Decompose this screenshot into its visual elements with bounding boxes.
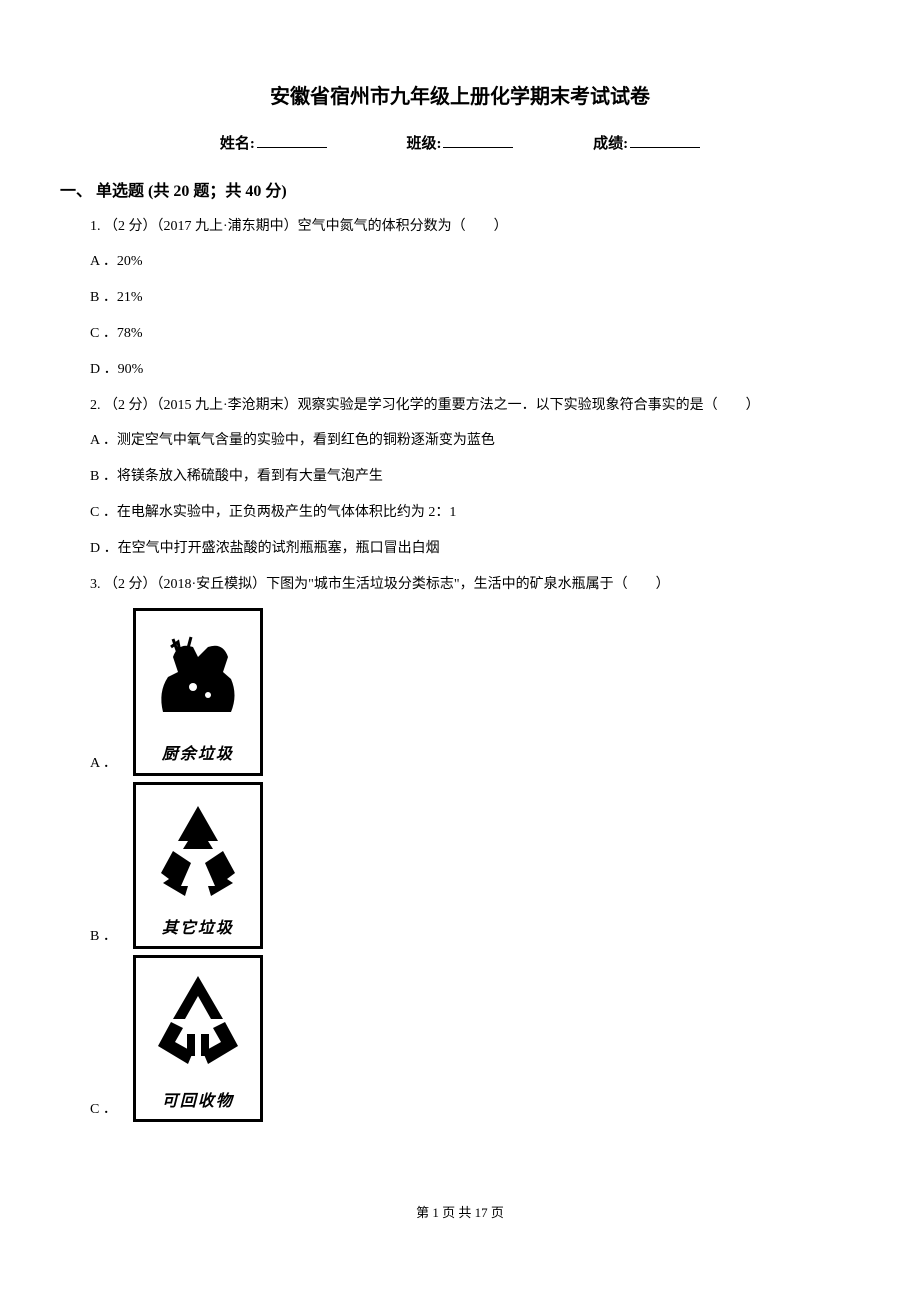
q3-option-b-letter: B ． <box>90 925 117 949</box>
q2-option-d: D ．在空气中打开盛浓盐酸的试剂瓶瓶塞，瓶口冒出白烟 <box>90 537 860 561</box>
q1-option-c: C ．78% <box>90 322 860 346</box>
name-underline <box>257 147 327 148</box>
name-field: 姓名: <box>220 132 327 158</box>
question-3: 3. （2 分）（2018·安丘模拟）下图为"城市生活垃圾分类标志"，生活中的矿… <box>90 573 860 597</box>
kitchen-waste-label: 厨余垃圾 <box>162 741 234 768</box>
grade-underline <box>630 147 700 148</box>
class-field: 班级: <box>406 132 513 158</box>
q3-option-c: C ． 可回收物 <box>90 955 860 1122</box>
page-footer: 第 1 页 共 17 页 <box>60 1202 860 1224</box>
recyclable-label: 可回收物 <box>162 1088 234 1115</box>
class-underline <box>443 147 513 148</box>
recyclable-icon <box>143 964 253 1084</box>
q3-option-a: A ． 厨余垃圾 <box>90 608 860 775</box>
kitchen-waste-box: 厨余垃圾 <box>133 608 263 775</box>
section-header: 一、 单选题 (共 20 题；共 40 分) <box>60 178 860 205</box>
grade-field: 成绩: <box>593 132 700 158</box>
name-label: 姓名: <box>220 132 255 158</box>
kitchen-waste-icon <box>143 617 253 737</box>
q3-option-b: B ． 其它垃圾 <box>90 782 860 949</box>
question-2: 2. （2 分）（2015 九上·李沧期末）观察实验是学习化学的重要方法之一．以… <box>90 394 860 418</box>
q2-option-b: B ．将镁条放入稀硫酸中，看到有大量气泡产生 <box>90 465 860 489</box>
grade-label: 成绩: <box>593 132 628 158</box>
class-label: 班级: <box>406 132 441 158</box>
question-1: 1. （2 分）（2017 九上·浦东期中）空气中氮气的体积分数为（ ） <box>90 215 860 239</box>
q1-option-a: A ．20% <box>90 250 860 274</box>
other-waste-icon <box>143 791 253 911</box>
q1-option-b: B ．21% <box>90 286 860 310</box>
student-info-row: 姓名: 班级: 成绩: <box>60 132 860 158</box>
other-waste-label: 其它垃圾 <box>162 915 234 942</box>
recyclable-box: 可回收物 <box>133 955 263 1122</box>
q3-option-a-letter: A ． <box>90 752 117 776</box>
q2-option-c: C ．在电解水实验中，正负两极产生的气体体积比约为 2：1 <box>90 501 860 525</box>
other-waste-box: 其它垃圾 <box>133 782 263 949</box>
q3-option-c-letter: C ． <box>90 1098 117 1122</box>
q2-option-a: A ．测定空气中氧气含量的实验中，看到红色的铜粉逐渐变为蓝色 <box>90 429 860 453</box>
exam-title: 安徽省宿州市九年级上册化学期末考试试卷 <box>60 80 860 114</box>
q1-option-d: D ．90% <box>90 358 860 382</box>
